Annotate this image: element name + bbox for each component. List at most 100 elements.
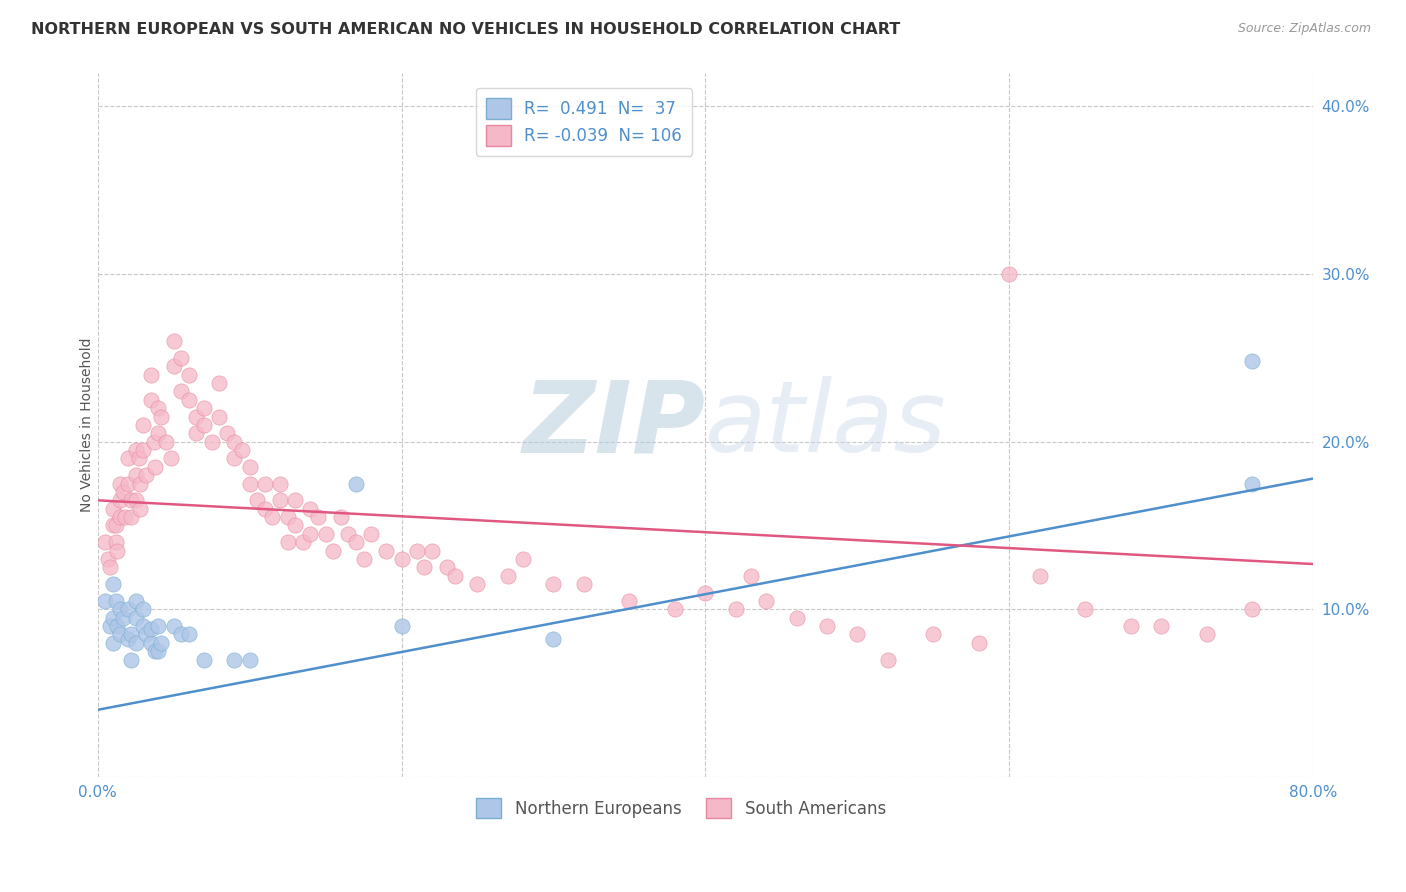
Point — [543, 632, 565, 647]
Point — [420, 543, 443, 558]
Point — [101, 518, 124, 533]
Point — [104, 535, 127, 549]
Point — [1241, 354, 1264, 368]
Point — [94, 535, 117, 549]
Point — [1241, 602, 1264, 616]
Point — [98, 619, 121, 633]
Point — [846, 627, 869, 641]
Point — [269, 493, 291, 508]
Legend: Northern Europeans, South Americans: Northern Europeans, South Americans — [470, 791, 893, 825]
Point — [337, 526, 360, 541]
Point — [162, 359, 184, 374]
Point — [177, 627, 200, 641]
Point — [786, 610, 808, 624]
Point — [998, 267, 1021, 281]
Point — [922, 627, 945, 641]
Point — [193, 401, 215, 416]
Point — [215, 426, 238, 441]
Point — [120, 510, 142, 524]
Point — [322, 543, 344, 558]
Point — [117, 451, 139, 466]
Point — [132, 417, 155, 432]
Text: Source: ZipAtlas.com: Source: ZipAtlas.com — [1237, 22, 1371, 36]
Point — [124, 610, 146, 624]
Point — [284, 493, 307, 508]
Point — [120, 493, 142, 508]
Point — [755, 594, 778, 608]
Point — [177, 368, 200, 382]
Point — [208, 376, 231, 390]
Point — [148, 644, 170, 658]
Point — [139, 392, 162, 407]
Point — [124, 636, 146, 650]
Point — [619, 594, 641, 608]
Point — [104, 518, 127, 533]
Point — [186, 409, 208, 424]
Point — [132, 602, 155, 616]
Point — [443, 568, 465, 582]
Point — [105, 619, 128, 633]
Point — [150, 409, 173, 424]
Point — [170, 351, 193, 365]
Point — [139, 368, 162, 382]
Point — [724, 602, 747, 616]
Point — [467, 577, 489, 591]
Point — [193, 417, 215, 432]
Point — [129, 501, 152, 516]
Point — [101, 610, 124, 624]
Point — [224, 451, 246, 466]
Point — [284, 518, 307, 533]
Point — [375, 543, 398, 558]
Point — [101, 636, 124, 650]
Point — [110, 602, 132, 616]
Point — [815, 619, 838, 633]
Point — [224, 434, 246, 449]
Point — [148, 426, 170, 441]
Point — [200, 434, 222, 449]
Point — [110, 476, 132, 491]
Point — [117, 632, 139, 647]
Point — [101, 501, 124, 516]
Point — [329, 510, 352, 524]
Point — [117, 602, 139, 616]
Point — [239, 459, 262, 474]
Point — [148, 401, 170, 416]
Point — [277, 535, 299, 549]
Point — [155, 434, 177, 449]
Point — [129, 476, 152, 491]
Point — [496, 568, 519, 582]
Point — [353, 552, 375, 566]
Point — [117, 476, 139, 491]
Point — [1028, 568, 1050, 582]
Point — [239, 652, 262, 666]
Point — [512, 552, 534, 566]
Point — [193, 652, 215, 666]
Point — [124, 594, 146, 608]
Point — [145, 644, 167, 658]
Point — [967, 636, 990, 650]
Point — [97, 552, 120, 566]
Point — [695, 585, 717, 599]
Point — [135, 468, 157, 483]
Point — [139, 636, 162, 650]
Point — [135, 627, 157, 641]
Text: NORTHERN EUROPEAN VS SOUTH AMERICAN NO VEHICLES IN HOUSEHOLD CORRELATION CHART: NORTHERN EUROPEAN VS SOUTH AMERICAN NO V… — [31, 22, 900, 37]
Point — [150, 636, 173, 650]
Point — [1074, 602, 1097, 616]
Point — [231, 443, 253, 458]
Point — [876, 652, 898, 666]
Point — [315, 526, 337, 541]
Point — [344, 535, 367, 549]
Point — [360, 526, 382, 541]
Point — [177, 392, 200, 407]
Text: ZIP: ZIP — [523, 376, 706, 474]
Text: atlas: atlas — [706, 376, 948, 474]
Point — [299, 526, 322, 541]
Point — [253, 501, 276, 516]
Point — [110, 510, 132, 524]
Point — [291, 535, 314, 549]
Y-axis label: No Vehicles in Household: No Vehicles in Household — [80, 338, 94, 512]
Point — [269, 476, 291, 491]
Point — [208, 409, 231, 424]
Point — [132, 619, 155, 633]
